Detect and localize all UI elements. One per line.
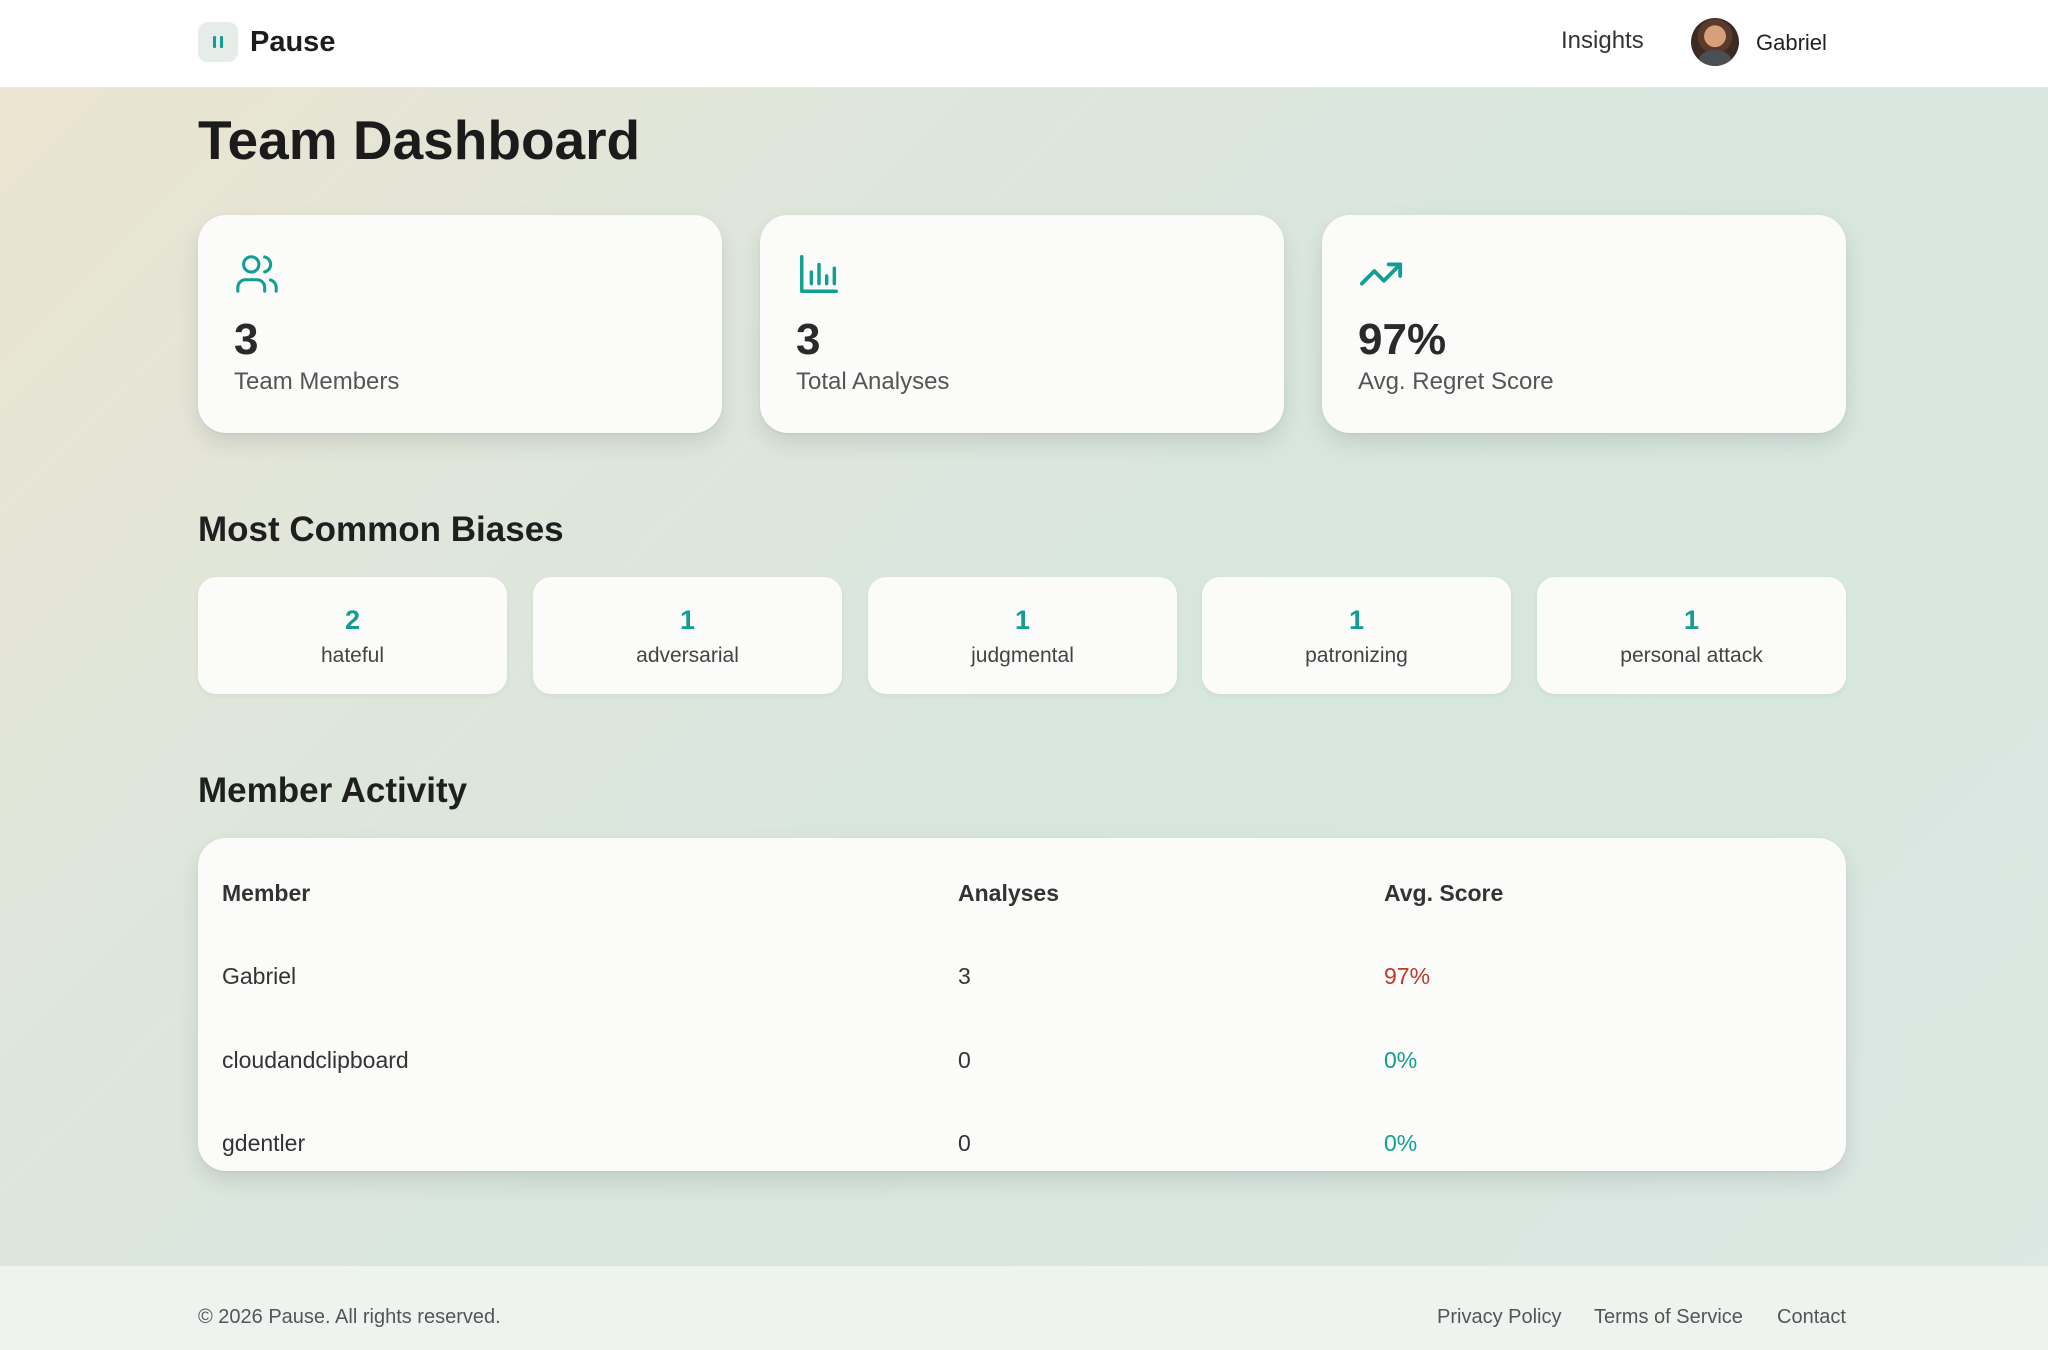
top-header: Pause Insights Gabriel: [0, 0, 2048, 88]
brand-name: Pause: [250, 25, 336, 58]
footer: © 2026 Pause. All rights reserved. Priva…: [0, 1266, 2048, 1350]
member-name: gdentler: [222, 1130, 306, 1156]
trending-up-icon: [1359, 262, 1403, 286]
column-header-member[interactable]: Member: [222, 880, 311, 906]
member-analyses: 3: [958, 963, 971, 989]
bias-count: 1: [679, 605, 696, 635]
column-header-analyses[interactable]: Analyses: [958, 880, 1060, 906]
stat-label: Total Analyses: [796, 368, 950, 395]
bias-label: patronizing: [1305, 644, 1408, 667]
activity-section-title: Member Activity: [198, 771, 468, 810]
bias-label: personal attack: [1620, 644, 1763, 667]
biases-section-title: Most Common Biases: [198, 510, 564, 549]
pause-icon: [198, 22, 238, 62]
brand-logo[interactable]: Pause: [198, 21, 335, 63]
member-avg-score: 0%: [1384, 1130, 1418, 1156]
bias-count: 1: [1348, 605, 1365, 635]
stat-value: 97%: [1358, 315, 1447, 364]
column-header-avg-score[interactable]: Avg. Score: [1384, 880, 1504, 906]
stat-card-team-members: 3 Team Members: [198, 215, 722, 433]
bias-card: 1 judgmental: [868, 577, 1177, 694]
stat-value: 3: [796, 315, 821, 364]
bias-label: adversarial: [636, 644, 739, 667]
member-analyses: 0: [958, 1047, 971, 1073]
stat-label: Avg. Regret Score: [1358, 368, 1554, 395]
member-name: Gabriel: [222, 963, 297, 989]
user-name[interactable]: Gabriel: [1756, 30, 1827, 55]
bias-card: 1 adversarial: [533, 577, 842, 694]
bias-label: hateful: [320, 644, 385, 667]
copyright-text: © 2026 Pause. All rights reserved.: [198, 1306, 501, 1328]
stat-label: Team Members: [234, 368, 400, 395]
users-icon: [236, 255, 278, 293]
stat-card-avg-regret-score: 97% Avg. Regret Score: [1322, 215, 1846, 433]
avatar[interactable]: [1691, 18, 1739, 66]
nav-insights-link[interactable]: Insights: [1561, 27, 1644, 54]
bias-count: 2: [344, 605, 361, 635]
member-activity-table: Member Analyses Avg. Score Gabriel 3 97%…: [198, 838, 1846, 1171]
privacy-policy-link[interactable]: Privacy Policy: [1437, 1306, 1562, 1328]
terms-of-service-link[interactable]: Terms of Service: [1594, 1306, 1743, 1328]
bias-count: 1: [1683, 605, 1700, 635]
member-name: cloudandclipboard: [222, 1047, 409, 1073]
stat-value: 3: [234, 315, 259, 364]
member-avg-score: 0%: [1384, 1047, 1418, 1073]
bias-card: 2 hateful: [198, 577, 507, 694]
contact-link[interactable]: Contact: [1777, 1306, 1846, 1328]
page-title: Team Dashboard: [198, 109, 641, 171]
bias-count: 1: [1014, 605, 1031, 635]
bar-chart-icon: [800, 255, 838, 293]
bias-label: judgmental: [971, 644, 1074, 667]
stat-card-total-analyses: 3 Total Analyses: [760, 215, 1284, 433]
bias-card: 1 patronizing: [1202, 577, 1511, 694]
bias-card: 1 personal attack: [1537, 577, 1846, 694]
member-avg-score: 97%: [1384, 963, 1431, 989]
member-analyses: 0: [958, 1130, 971, 1156]
